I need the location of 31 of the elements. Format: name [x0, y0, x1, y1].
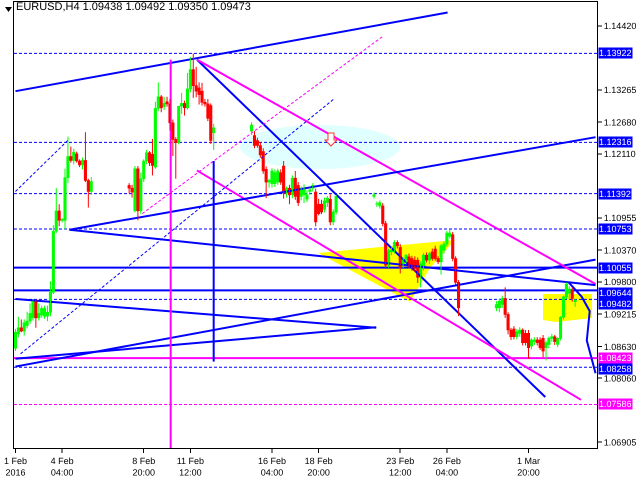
ref-line-label: 1.08258	[599, 364, 632, 374]
ref-line-label: 1.13922	[599, 48, 632, 58]
y-tick-label: 1.06905	[604, 437, 636, 448]
ref-line-label: 1.10055	[599, 263, 632, 273]
y-tick-label: 1.12110	[604, 148, 636, 159]
x-tick-label: 26 Feb 04:00	[432, 456, 461, 478]
y-tick-label: 1.13265	[604, 84, 636, 95]
x-tick-label: 1 Mar 20:00	[516, 456, 540, 478]
ref-line-label: 1.10753	[599, 224, 632, 234]
y-tick-label: 1.08630	[604, 342, 636, 352]
ref-line-label: 1.09482	[599, 299, 632, 309]
x-tick-label: 4 Feb 04:00	[50, 456, 74, 478]
x-tick-label: 8 Feb 20:00	[132, 456, 156, 478]
y-tick-label: 1.08060	[604, 373, 636, 384]
x-tick-label: 23 Feb 12:00	[386, 456, 414, 478]
ref-line-label: 1.11392	[599, 189, 631, 199]
ref-line-label: 1.07586	[599, 399, 632, 409]
y-tick-label: 1.09215	[604, 309, 636, 320]
ref-line-label: 1.09644	[599, 288, 632, 298]
ref-line-label: 1.08423	[599, 353, 632, 363]
y-tick-label: 1.10955	[604, 212, 636, 223]
y-tick-label: 1.14420	[604, 20, 636, 31]
y-tick-label: 1.12680	[604, 117, 636, 128]
x-tick-label: 16 Feb 04:00	[258, 456, 286, 478]
x-tick-label: 1 Feb 2016	[4, 456, 27, 478]
x-tick-label: 11 Feb 12:00	[176, 456, 204, 478]
y-tick-label: 1.10370	[604, 245, 636, 256]
x-tick-label: 18 Feb 20:00	[304, 456, 333, 478]
y-tick-label: 1.09800	[604, 276, 636, 287]
ref-line-label: 1.12316	[599, 137, 632, 147]
chart-title: EURUSD,H4 1.09438 1.09492 1.09350 1.09473	[16, 1, 251, 14]
